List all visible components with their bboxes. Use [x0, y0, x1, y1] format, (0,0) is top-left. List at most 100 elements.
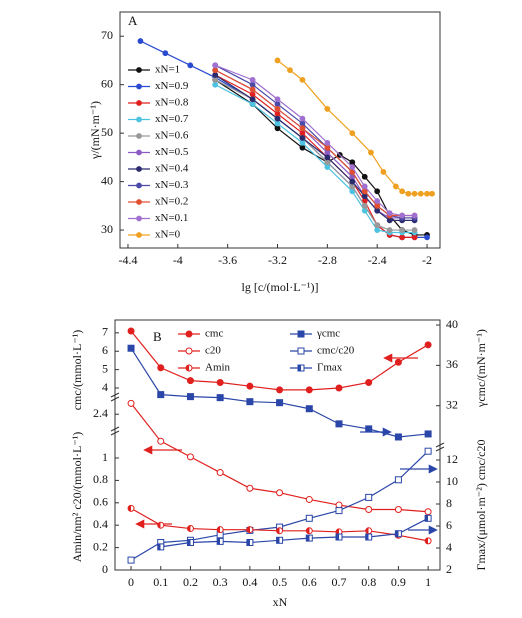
marker — [424, 537, 432, 545]
legend-label: Γmax — [317, 362, 343, 374]
marker — [249, 91, 256, 98]
legend-marker — [136, 199, 142, 205]
marker — [305, 386, 313, 394]
marker — [399, 227, 406, 233]
marker — [335, 384, 343, 392]
marker — [212, 76, 219, 83]
marker — [424, 447, 432, 455]
x-tick-label: -2.4 — [368, 253, 387, 267]
x-tick-label: 0.5 — [272, 575, 287, 589]
marker — [324, 154, 331, 161]
marker — [374, 227, 381, 233]
legend-marker — [297, 347, 305, 355]
marker — [299, 76, 306, 83]
x-tick-label: -3.6 — [218, 253, 237, 267]
y-axis-title: cmc/(mmol·L⁻¹) — [70, 330, 84, 411]
y-tick-label: 50 — [101, 125, 113, 139]
marker — [429, 190, 435, 197]
marker — [299, 120, 306, 127]
marker — [287, 67, 293, 74]
marker — [374, 198, 381, 204]
series-line — [214, 64, 415, 219]
legend-marker — [136, 215, 142, 222]
marker — [374, 188, 381, 195]
legend-label: xN=0.8 — [155, 97, 189, 109]
y-axis-title: γ/(mN·m⁻¹) — [88, 101, 102, 160]
marker — [212, 81, 219, 88]
x-tick-label: -2 — [422, 253, 432, 267]
marker — [305, 534, 313, 542]
marker — [365, 378, 373, 386]
marker — [411, 212, 418, 219]
x-tick-label: 0.9 — [391, 575, 406, 589]
legend-label: xN=0.6 — [155, 130, 189, 142]
legend-label: c20 — [205, 345, 221, 357]
marker — [127, 556, 135, 564]
series-line — [130, 330, 429, 391]
marker — [274, 110, 281, 117]
marker — [157, 543, 165, 551]
y2-tick-label: 12 — [446, 452, 458, 466]
marker — [186, 453, 194, 461]
x-tick-label: -4 — [173, 253, 183, 267]
axis-arrows — [135, 353, 438, 535]
marker — [216, 469, 224, 477]
marker — [349, 164, 356, 170]
y2-tick-label: 36 — [446, 357, 458, 371]
series-line — [214, 79, 428, 236]
marker — [305, 514, 313, 522]
marker — [246, 526, 254, 534]
marker — [324, 149, 331, 156]
x-tick-label: 0.4 — [242, 575, 257, 589]
marker — [405, 190, 412, 197]
marker — [274, 96, 281, 103]
marker — [399, 212, 406, 219]
marker — [374, 202, 381, 209]
marker — [246, 382, 254, 390]
marker — [394, 433, 402, 441]
marker — [380, 169, 387, 175]
marker — [386, 227, 393, 233]
legend-label: xN=0.5 — [155, 146, 189, 158]
y-tick-label: 4 — [102, 380, 108, 394]
marker — [276, 386, 284, 394]
marker — [157, 364, 165, 372]
marker — [137, 38, 144, 44]
marker — [424, 430, 432, 438]
marker — [361, 183, 368, 190]
marker — [399, 234, 406, 241]
x-tick-label: 0.1 — [153, 575, 168, 589]
marker — [157, 391, 165, 399]
marker — [386, 210, 393, 217]
axis-breaks — [110, 392, 445, 452]
marker — [305, 405, 313, 413]
marker — [365, 425, 373, 433]
marker — [335, 533, 343, 541]
marker — [157, 521, 165, 529]
marker — [305, 527, 313, 535]
legend-marker — [136, 83, 142, 90]
y-tick-label: 0.8 — [93, 472, 108, 486]
legend-marker — [136, 133, 142, 139]
y-tick-label: 30 — [101, 222, 113, 236]
x-tick-label: -4.4 — [118, 253, 137, 267]
y-tick-label: 60 — [101, 76, 113, 90]
marker — [394, 506, 402, 514]
marker — [274, 125, 281, 132]
legend-label: cmc — [205, 328, 223, 340]
marker — [335, 507, 343, 515]
marker — [249, 76, 256, 83]
marker — [299, 144, 306, 151]
marker — [365, 527, 373, 535]
y-tick-label: 0 — [102, 562, 108, 576]
y2-axis-title: γcmc/(mN·m⁻¹) — [474, 329, 488, 408]
legend-label: Amin — [205, 362, 231, 374]
marker — [246, 398, 254, 406]
y-axis-title: Amin/nm² c20/(mmol·L⁻¹) — [70, 432, 84, 563]
legend-label: xN=1 — [155, 64, 180, 76]
legend-marker — [136, 149, 142, 156]
panel-label: B — [153, 329, 162, 344]
marker — [212, 62, 219, 69]
x-axis-title: lg [c/(mol·L⁻¹)] — [242, 280, 319, 294]
marker — [127, 344, 135, 352]
